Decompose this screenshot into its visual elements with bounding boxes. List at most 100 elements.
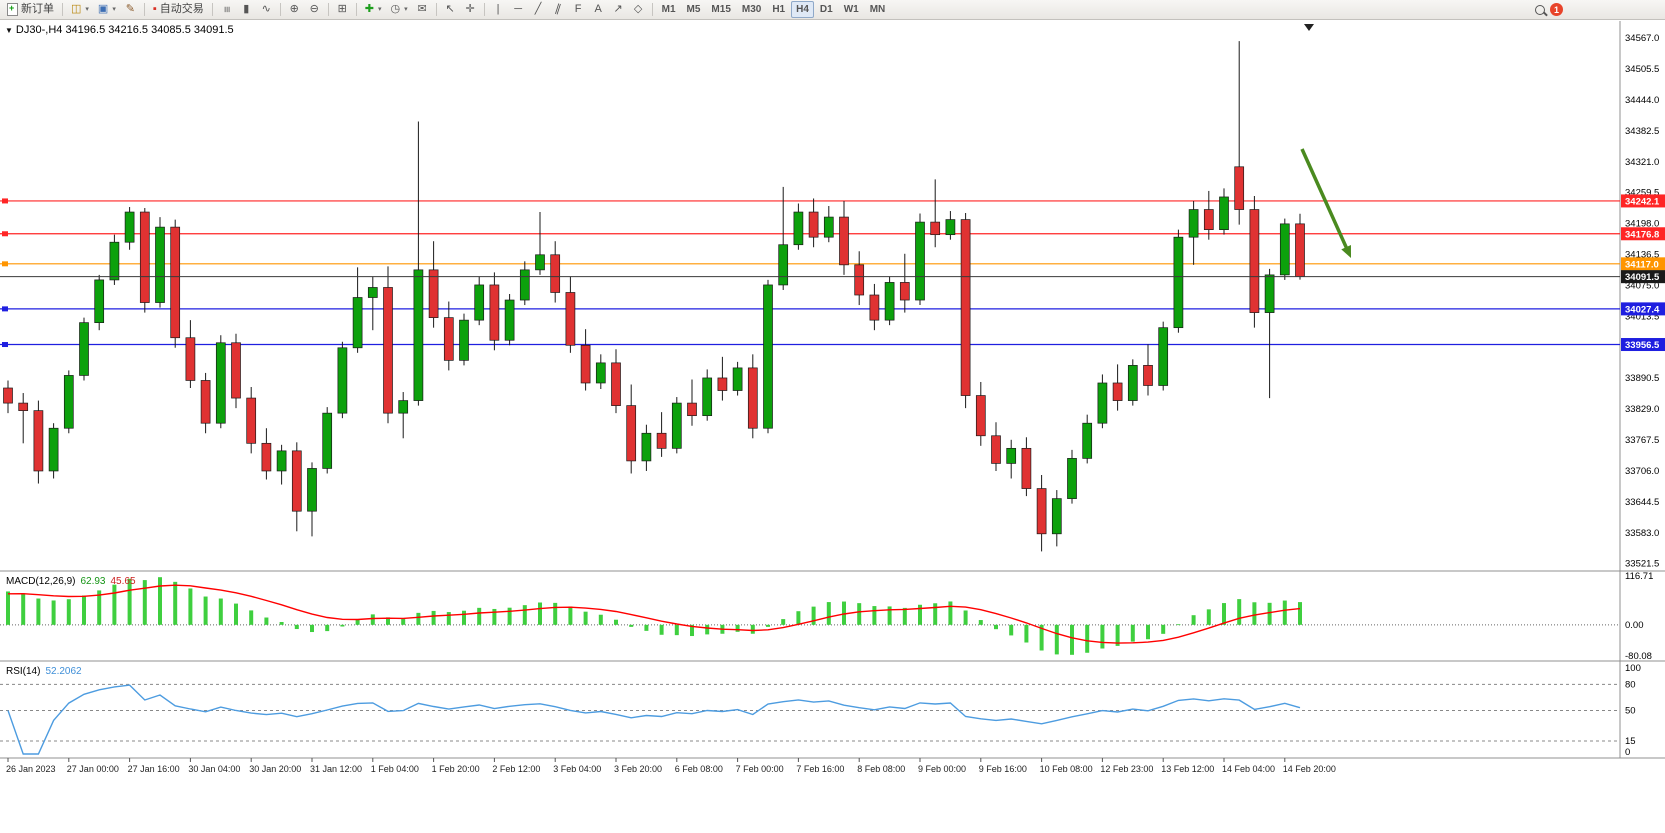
time-axis-label[interactable]: 3 Feb 04:00	[553, 764, 601, 774]
indicators-button[interactable]: ✚ ▾	[361, 1, 386, 18]
macd-histogram-bar	[51, 600, 56, 625]
trendline-icon: ╱	[534, 3, 542, 15]
candle-body	[398, 400, 409, 414]
arrow-annotation-head[interactable]	[1341, 245, 1351, 258]
profiles-button[interactable]: ▣ ▾	[94, 1, 120, 18]
search-button[interactable]	[1530, 1, 1549, 18]
time-axis-label[interactable]: 30 Jan 20:00	[249, 764, 301, 774]
candle-body	[702, 377, 713, 417]
line-chart-mode-button[interactable]: ∿	[257, 1, 276, 18]
timeframe-m5-button[interactable]: M5	[682, 1, 706, 18]
time-axis-label[interactable]: 14 Feb 20:00	[1283, 764, 1336, 774]
cursor-tool-button[interactable]: ↖	[441, 1, 460, 18]
horizontal-line-tool-button[interactable]: ─	[509, 1, 528, 18]
time-axis-label[interactable]: 13 Feb 12:00	[1161, 764, 1214, 774]
add-indicator-icon: ✚	[364, 3, 374, 15]
timeframe-m1-button[interactable]: M1	[657, 1, 681, 18]
shapes-tool-button[interactable]: ◇	[629, 1, 648, 18]
candle-body	[428, 269, 439, 318]
candle-body	[291, 450, 302, 512]
timeframe-m30-button[interactable]: M30	[737, 1, 766, 18]
arrow-annotation-line[interactable]	[1300, 148, 1350, 252]
candle-body	[489, 284, 500, 341]
time-axis-label[interactable]: 27 Jan 00:00	[67, 764, 119, 774]
metaeditor-button[interactable]: ✎	[121, 1, 140, 18]
time-axis-label[interactable]: 1 Feb 20:00	[432, 764, 480, 774]
trendline-tool-button[interactable]: ╱	[529, 1, 548, 18]
fibonacci-icon: F	[574, 3, 582, 15]
timeframe-d1-button[interactable]: D1	[815, 1, 838, 18]
time-axis-label[interactable]: 31 Jan 12:00	[310, 764, 362, 774]
price-line-label: 34117.0	[1625, 259, 1659, 270]
time-axis-label[interactable]: 7 Feb 16:00	[796, 764, 844, 774]
macd-histogram-bar	[598, 614, 603, 625]
time-axis-label[interactable]: 8 Feb 08:00	[857, 764, 905, 774]
time-axis-label[interactable]: 1 Feb 04:00	[371, 764, 419, 774]
toolbar-divider	[483, 3, 485, 16]
price-line-label: 34027.4	[1625, 304, 1660, 315]
fibonacci-tool-button[interactable]: F	[569, 1, 588, 18]
candle-body	[975, 395, 986, 437]
price-line-label-box	[1621, 227, 1665, 241]
time-axis-label[interactable]: 14 Feb 04:00	[1222, 764, 1275, 774]
macd-histogram-bar	[142, 580, 147, 625]
new-order-button[interactable]: 新订单	[3, 1, 58, 18]
tile-windows-button[interactable]: ⊞	[333, 1, 352, 18]
notification-badge[interactable]: 1	[1550, 3, 1563, 16]
candle-body	[1051, 498, 1062, 535]
text-tool-button[interactable]: A	[589, 1, 608, 18]
candle-body	[139, 211, 150, 303]
autotrading-button[interactable]: ▪ 自动交易	[149, 1, 208, 18]
timeframe-h4-button[interactable]: H4	[791, 1, 814, 18]
timeframe-w1-button[interactable]: W1	[839, 1, 864, 18]
candle-body	[459, 319, 469, 361]
time-axis-label[interactable]: 9 Feb 00:00	[918, 764, 966, 774]
vertical-line-tool-button[interactable]: |	[489, 1, 508, 18]
time-axis-label[interactable]: 6 Feb 08:00	[675, 764, 723, 774]
chart-canvas[interactable]: 34567.0 34505.5 34444.0 34382.5 34321.0 34259…	[0, 21, 1665, 833]
macd-histogram-bar	[1085, 624, 1090, 653]
toolbar-divider	[143, 3, 145, 16]
time-axis-label[interactable]: 2 Feb 12:00	[492, 764, 540, 774]
candle-body	[322, 412, 333, 469]
time-axis-label[interactable]: 27 Jan 16:00	[128, 764, 180, 774]
chart-shift-marker[interactable]	[1304, 24, 1314, 31]
candle-body	[1279, 223, 1290, 276]
time-axis-label[interactable]: 3 Feb 20:00	[614, 764, 662, 774]
timeframe-mn-button[interactable]: MN	[865, 1, 891, 18]
bar-chart-mode-button[interactable]: ≡	[217, 1, 236, 18]
candlestick-mode-button[interactable]: ▮	[237, 1, 256, 18]
macd-histogram-bar	[674, 624, 679, 636]
zoom-out-button[interactable]: ⊖	[305, 1, 324, 18]
crosshair-tool-button[interactable]: ✛	[461, 1, 480, 18]
shapes-icon: ◇	[633, 3, 643, 15]
macd-histogram-bar	[507, 607, 512, 625]
timeframe-m15-button[interactable]: M15	[706, 1, 735, 18]
periods-button[interactable]: ◷ ▾	[386, 1, 411, 18]
macd-histogram-bar	[902, 607, 907, 625]
candle-body	[200, 380, 211, 424]
candle-body	[1097, 382, 1108, 424]
time-axis-label[interactable]: 10 Feb 08:00	[1040, 764, 1093, 774]
time-axis-label[interactable]: 26 Jan 2023	[6, 764, 56, 774]
candle-body	[124, 211, 135, 243]
macd-histogram-bar	[690, 624, 694, 637]
time-axis-label[interactable]: 7 Feb 00:00	[736, 764, 784, 774]
time-axis-label[interactable]: 30 Jan 04:00	[188, 764, 240, 774]
price-line-label-box	[1621, 257, 1665, 271]
zoom-in-button[interactable]: ⊕	[285, 1, 304, 18]
timeframe-h1-button[interactable]: H1	[767, 1, 790, 18]
price-axis-label: 34075.0	[1625, 280, 1659, 291]
candle-body	[641, 432, 652, 462]
candle-body	[18, 402, 29, 411]
macd-histogram-bar	[1115, 624, 1120, 646]
time-axis-label[interactable]: 12 Feb 23:00	[1100, 764, 1153, 774]
arrow-tool-button[interactable]: ↗	[609, 1, 628, 18]
channel-tool-button[interactable]: ∥	[549, 1, 568, 18]
mail-button[interactable]: ✉	[413, 1, 432, 18]
candle-body	[307, 468, 317, 512]
time-axis-label[interactable]: 9 Feb 16:00	[979, 764, 1027, 774]
main-toolbar: 新订单 ◫ ▾ ▣ ▾ ✎ ▪ 自动交易 ≡ ▮ ∿ ⊕ ⊖ ⊞ ✚ ▾ ◷	[0, 0, 1665, 20]
macd-histogram-bar	[1237, 599, 1242, 625]
new-chart-button[interactable]: ◫ ▾	[67, 1, 93, 18]
